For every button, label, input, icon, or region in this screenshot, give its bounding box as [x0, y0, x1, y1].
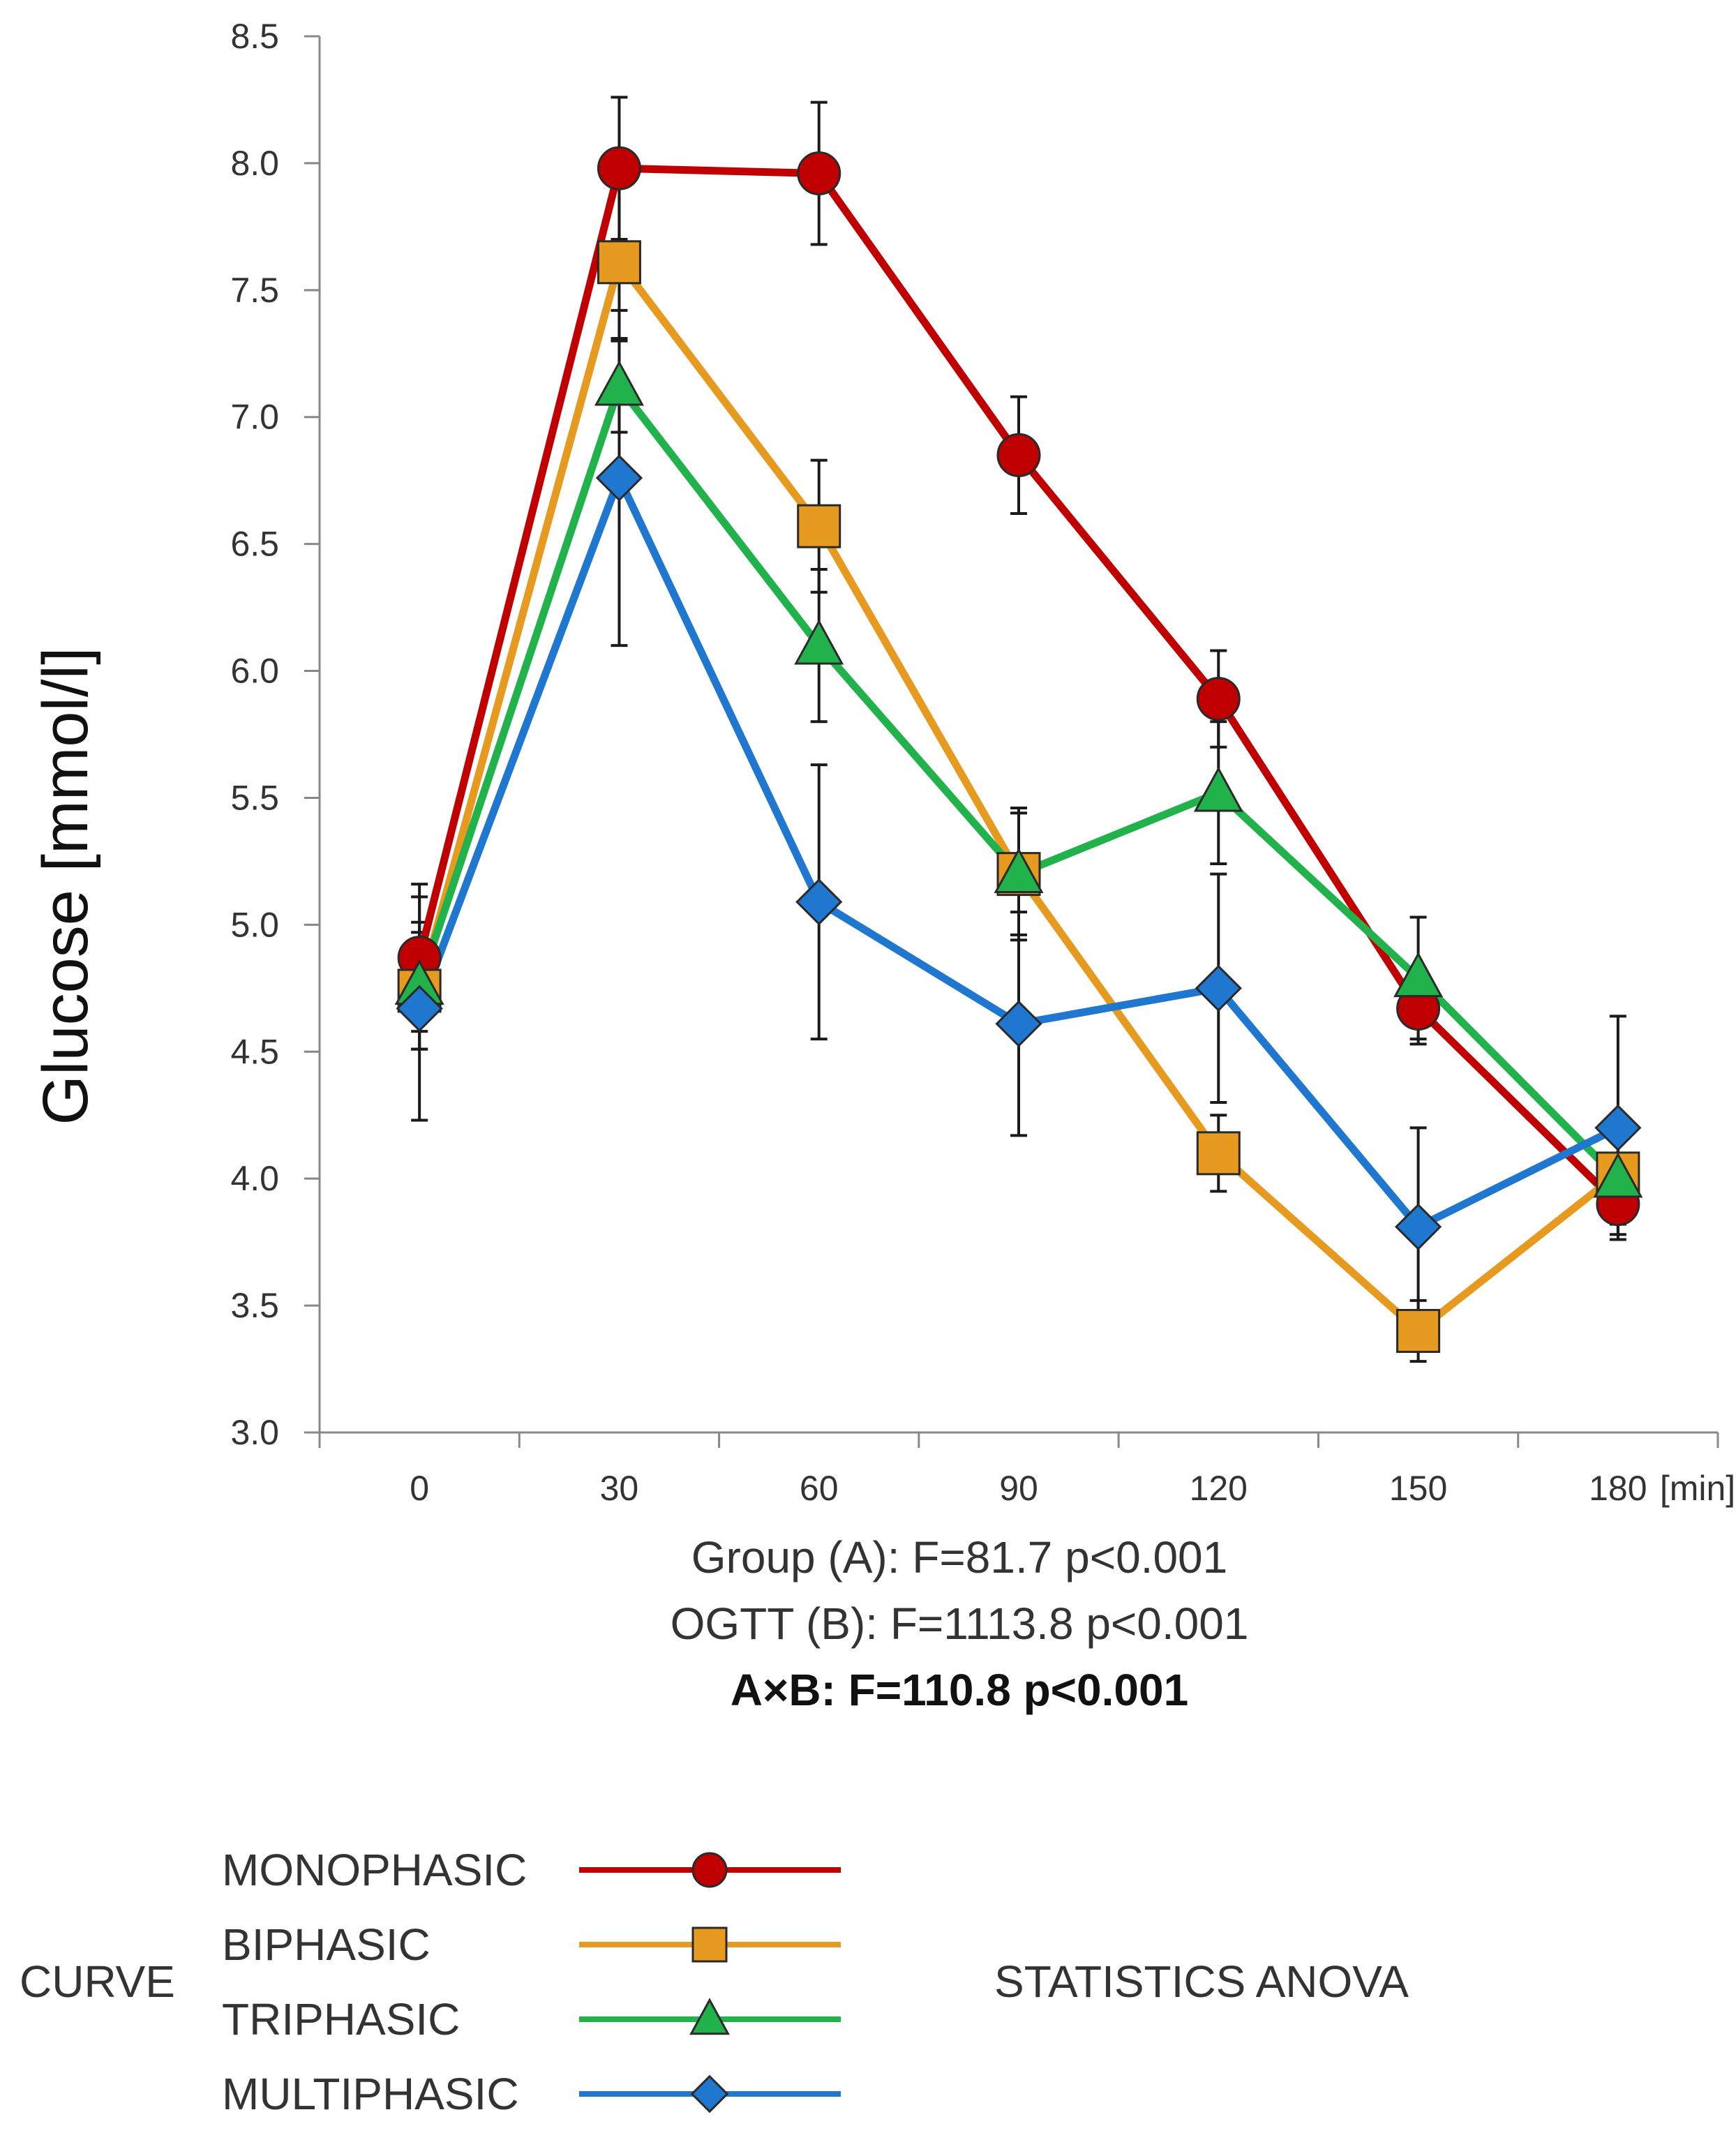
y-tick-label: 6.0 [230, 652, 279, 691]
biphasic-point [1196, 1131, 1241, 1176]
y-axis-label: Glucose [mmol/l] [30, 647, 101, 1125]
triphasic-point [1193, 766, 1243, 812]
y-tick-label: 4.0 [230, 1159, 279, 1198]
x-tick-label: 120 [1190, 1469, 1248, 1508]
stat-ogtt-b: OGTT (B): F=1113.8 p<0.001 [670, 1599, 1249, 1649]
legend-statistics-label: STATISTICS ANOVA [994, 1956, 1409, 2007]
x-tick-label: 60 [800, 1469, 839, 1508]
monophasic-point [597, 146, 641, 190]
legend-item-triphasic: TRIPHASIC [222, 1994, 461, 2044]
monophasic-point [996, 433, 1041, 477]
legend-marker-monophasic [691, 1852, 728, 1888]
y-tick-label: 8.0 [230, 144, 279, 183]
y-tick-label: 8.5 [230, 17, 279, 56]
legend-curve-label: CURVE [20, 1956, 175, 2007]
x-tick-label: 90 [999, 1469, 1038, 1508]
legend-graphics [579, 1852, 841, 2113]
y-tick-label: 7.5 [230, 271, 279, 310]
multiphasic-point [995, 1000, 1042, 1047]
triphasic-point [1393, 952, 1444, 998]
biphasic-point [1396, 1308, 1441, 1353]
multiphasic-point [1394, 1203, 1442, 1250]
x-tick-label: 150 [1389, 1469, 1447, 1508]
y-tick-label: 4.5 [230, 1032, 279, 1071]
multiphasic-point [1195, 964, 1242, 1012]
legend-item-monophasic: MONOPHASIC [222, 1845, 527, 1895]
legend-item-multiphasic: MULTIPHASIC [222, 2069, 519, 2119]
x-tick-label: 30 [600, 1469, 639, 1508]
multiphasic-point [396, 985, 443, 1033]
legend-marker-biphasic [691, 1926, 728, 1963]
y-tick-label: 6.5 [230, 525, 279, 564]
legend-marker-triphasic [689, 1998, 730, 2035]
stat-interaction: A×B: F=110.8 p<0.001 [730, 1665, 1189, 1715]
multiphasic-point [1594, 1104, 1642, 1152]
series-markers [394, 146, 1643, 1353]
x-tick-label: 180 [1589, 1469, 1647, 1508]
legend-item-biphasic: BIPHASIC [222, 1919, 431, 1970]
x-unit-label: [min] [1660, 1469, 1735, 1508]
y-tick-label: 3.5 [230, 1286, 279, 1325]
triphasic-point [1593, 1152, 1643, 1198]
y-tick-label: 5.5 [230, 778, 279, 817]
biphasic-point [597, 240, 641, 285]
x-tick-label: 0 [410, 1469, 429, 1508]
legend-marker-multiphasic [690, 2074, 729, 2113]
multiphasic-point [795, 878, 843, 926]
triphasic-point [794, 619, 844, 665]
y-tick-label: 3.0 [230, 1413, 279, 1452]
monophasic-point [1196, 677, 1241, 721]
monophasic-point [797, 151, 841, 195]
chart-axes: 3.0 3.5 4.0 4.5 5.0 5.5 6.0 6.5 7.0 7.5 8.0 8.5 0 30 6… [230, 17, 1735, 1508]
y-tick-label: 7.0 [230, 398, 279, 437]
series-lines [415, 164, 1621, 1335]
triphasic-point [594, 360, 644, 406]
y-tick-label: 5.0 [230, 905, 279, 944]
biphasic-point [797, 504, 841, 548]
error-bars [411, 96, 1626, 1363]
triphasic-point [994, 847, 1044, 893]
stat-group-a: Group (A): F=81.7 p<0.001 [691, 1532, 1228, 1582]
multiphasic-point [595, 454, 643, 502]
